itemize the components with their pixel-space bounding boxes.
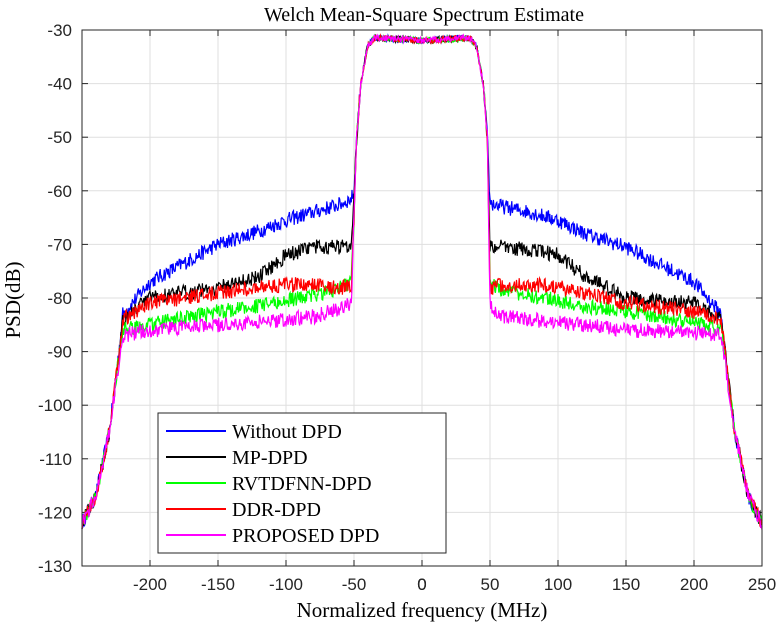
y-tick-label: -120 — [38, 503, 72, 522]
series-line — [81, 33, 763, 529]
legend-label: DDR-DPD — [232, 499, 321, 521]
chart-title: Welch Mean-Square Spectrum Estimate — [264, 4, 584, 26]
legend-label: PROPOSED DPD — [232, 525, 379, 547]
y-tick-label: -90 — [47, 343, 72, 362]
y-axis-label: PSD(dB) — [1, 261, 25, 338]
x-axis-label: Normalized frequency (MHz) — [297, 598, 548, 622]
x-tick-label: 50 — [481, 575, 500, 594]
legend: Without DPD MP-DPD RVTDFNN-DPD DDR-DPD PROPO… — [157, 412, 447, 554]
legend-label: RVTDFNN-DPD — [232, 473, 372, 495]
x-ticks: -200 -150 -100 -50 00 50 100 150 200 250 — [133, 30, 776, 594]
y-tick-label: -100 — [38, 396, 72, 415]
series-group — [81, 33, 763, 531]
x-tick-label: 250 — [748, 575, 776, 594]
x-tick-label: 100 — [544, 575, 572, 594]
legend-label: Without DPD — [232, 421, 342, 443]
y-tick-label: -130 — [38, 557, 72, 576]
legend-label: MP-DPD — [232, 447, 308, 469]
plot-area-frame — [81, 29, 763, 567]
x-tick-label: 150 — [612, 575, 640, 594]
x-tick-label: -200 — [133, 575, 167, 594]
x-tick-label: -100 — [269, 575, 303, 594]
x-tick-label: -50 — [342, 575, 367, 594]
series-line — [81, 33, 763, 530]
x-tick-label: 0 — [417, 575, 426, 594]
x-tick-label: 200 — [680, 575, 708, 594]
y-tick-label: -80 — [47, 289, 72, 308]
y-tick-label: -30 — [47, 21, 72, 40]
y-tick-label: -70 — [47, 235, 72, 254]
x-tick-label: -150 — [201, 575, 235, 594]
y-tick-label: -60 — [47, 182, 72, 201]
y-tick-label: -50 — [47, 128, 72, 147]
y-tick-label: -110 — [39, 450, 72, 469]
series-line — [81, 33, 763, 531]
x-tick-label: 0 — [417, 575, 426, 594]
y-tick-label: -40 — [47, 75, 72, 94]
